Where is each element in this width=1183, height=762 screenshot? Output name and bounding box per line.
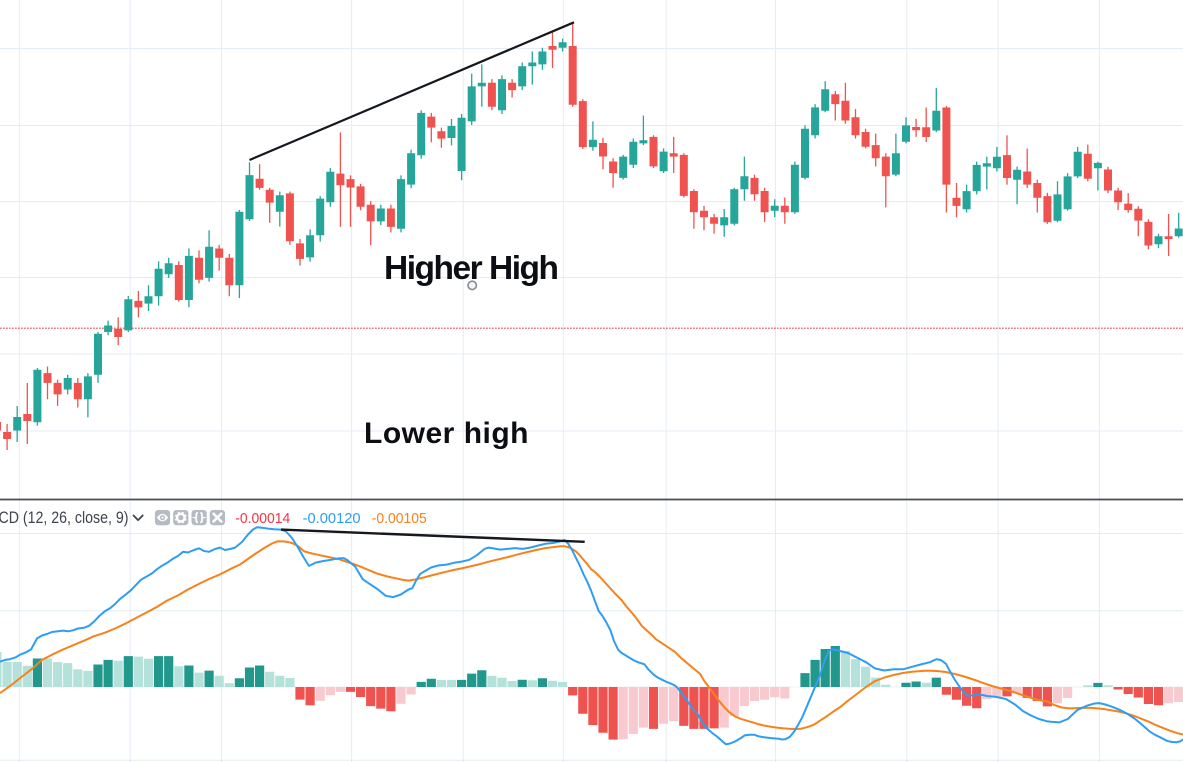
svg-text:-0.00014: -0.00014 [235,510,290,527]
svg-text:-0.00105: -0.00105 [372,510,427,527]
svg-text:-0.00120: -0.00120 [303,510,361,527]
svg-text:CD (12, 26, close, 9): CD (12, 26, close, 9) [0,509,129,527]
svg-text:Lower high: Lower high [364,417,528,450]
